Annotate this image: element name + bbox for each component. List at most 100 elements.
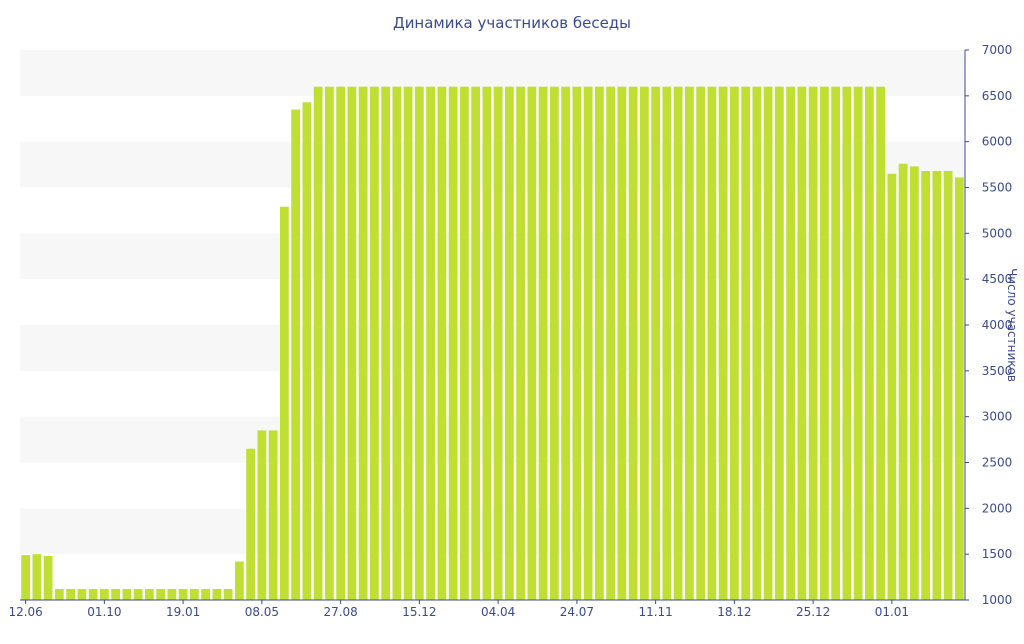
bar — [448, 86, 458, 600]
bar — [752, 86, 762, 600]
bar — [696, 86, 706, 600]
grid-band — [20, 508, 965, 555]
bar — [403, 86, 413, 600]
bar — [21, 555, 31, 600]
bar — [831, 86, 841, 600]
y-tick-label: 4000 — [982, 318, 1013, 332]
bar — [77, 589, 87, 600]
bar — [651, 86, 661, 600]
bar — [628, 86, 638, 600]
bar — [189, 589, 199, 600]
x-tick-label: 25.12 — [796, 605, 830, 619]
bar — [66, 589, 76, 600]
bar — [43, 556, 53, 600]
bar — [876, 86, 886, 600]
chart-title: Динамика участников беседы — [393, 14, 631, 32]
bar — [156, 589, 166, 600]
bar — [234, 561, 244, 600]
bar — [774, 86, 784, 600]
bar — [482, 86, 492, 600]
bar — [583, 86, 593, 600]
y-tick-label: 6000 — [982, 135, 1013, 149]
bar — [662, 86, 672, 600]
bar — [527, 86, 537, 600]
bar — [797, 86, 807, 600]
bar — [111, 589, 121, 600]
x-tick-label: 27.08 — [323, 605, 357, 619]
bar — [763, 86, 773, 600]
bar — [887, 173, 897, 600]
bar-series — [21, 86, 964, 600]
y-tick-label: 2500 — [982, 456, 1013, 470]
bar — [212, 589, 222, 600]
grid-band — [20, 325, 965, 371]
bar — [853, 86, 863, 600]
bar — [932, 171, 942, 600]
bar — [99, 589, 109, 600]
bar — [246, 448, 256, 600]
bar — [606, 86, 616, 600]
bar — [257, 430, 267, 600]
bar — [167, 589, 177, 600]
x-tick-label: 01.10 — [87, 605, 121, 619]
bar — [178, 589, 188, 600]
bar — [639, 86, 649, 600]
y-axis-title: Число участников — [1005, 268, 1019, 382]
bar — [954, 177, 964, 600]
bar — [381, 86, 391, 600]
x-tick-label: 12.06 — [8, 605, 42, 619]
y-tick-label: 2000 — [982, 501, 1013, 515]
bar — [538, 86, 548, 600]
bar — [493, 86, 503, 600]
bar — [594, 86, 604, 600]
bar — [347, 86, 357, 600]
x-tick-label: 18.12 — [717, 605, 751, 619]
y-tick-label: 5000 — [982, 226, 1013, 240]
y-axis: 1000 1500 2000 2500 3000 3500 4000 4500 5000 5500… — [964, 43, 1013, 607]
x-tick-label: 15.12 — [402, 605, 436, 619]
x-tick-label: 01.01 — [875, 605, 909, 619]
bar — [921, 171, 931, 600]
x-axis: 12.06 01.10 19.01 08.05 27.08 15.12 04.04 24.07… — [8, 599, 965, 619]
bar — [707, 86, 717, 600]
bar — [549, 86, 559, 600]
bar — [291, 109, 301, 600]
bar — [144, 589, 154, 600]
bar — [684, 86, 694, 600]
x-tick-label: 11.11 — [638, 605, 672, 619]
bar — [909, 166, 919, 600]
grid-bands — [20, 50, 965, 555]
bar — [729, 86, 739, 600]
bar — [673, 86, 683, 600]
x-tick-label: 19.01 — [166, 605, 200, 619]
y-tick-label: 1500 — [982, 547, 1013, 561]
x-tick-label: 04.04 — [481, 605, 515, 619]
bar — [426, 86, 436, 600]
bar — [561, 86, 571, 600]
bar — [133, 589, 143, 600]
bar — [808, 86, 818, 600]
bar — [223, 589, 233, 600]
y-tick-label: 1000 — [982, 593, 1013, 607]
bar — [516, 86, 526, 600]
y-tick-label: 5500 — [982, 181, 1013, 195]
bar — [88, 589, 98, 600]
bar — [437, 86, 447, 600]
grid-band — [20, 141, 965, 188]
bar — [898, 163, 908, 600]
bar — [313, 86, 323, 600]
bar — [324, 86, 334, 600]
grid-band — [20, 233, 965, 280]
bar — [842, 86, 852, 600]
grid-band — [20, 50, 965, 96]
bar — [279, 206, 289, 600]
bar — [369, 86, 379, 600]
bar — [504, 86, 514, 600]
bar — [392, 86, 402, 600]
bar — [819, 86, 829, 600]
bar — [302, 102, 312, 600]
y-tick-label: 3000 — [982, 410, 1013, 424]
bar — [201, 589, 211, 600]
